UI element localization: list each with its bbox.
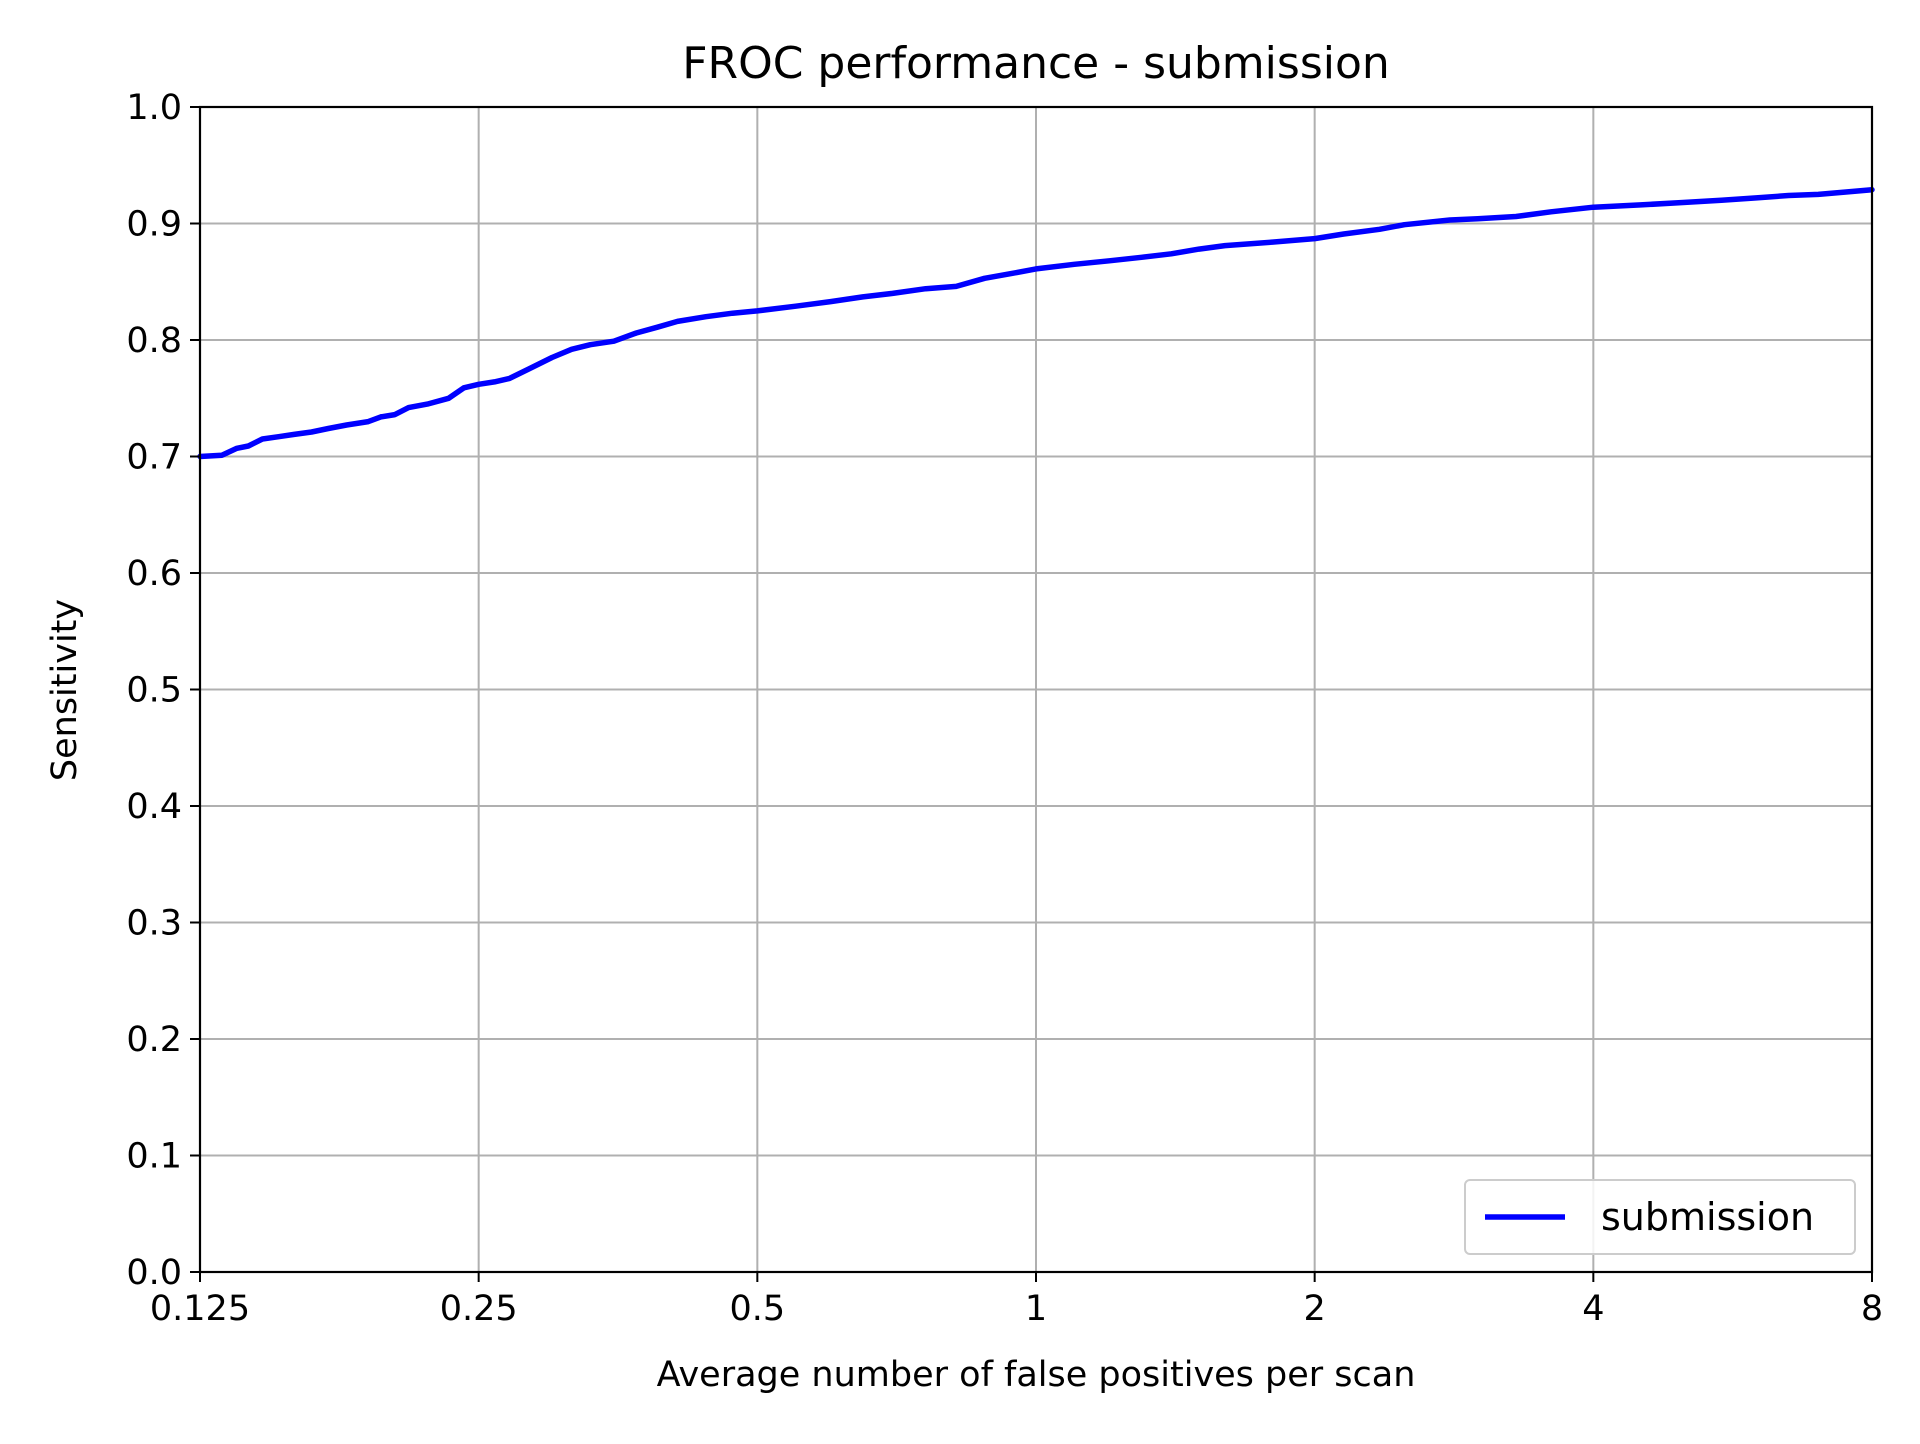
y-tick-label: 0.4 bbox=[126, 787, 182, 827]
chart-title: FROC performance - submission bbox=[682, 38, 1390, 89]
y-tick-label: 0.5 bbox=[126, 671, 182, 711]
x-tick-label: 0.125 bbox=[150, 1289, 250, 1329]
x-tick-label: 4 bbox=[1582, 1289, 1604, 1329]
y-tick-label: 0.6 bbox=[126, 554, 182, 594]
x-tick-label: 1 bbox=[1025, 1289, 1047, 1329]
y-tick-label: 0.7 bbox=[126, 438, 182, 478]
y-axis-label: Sensitivity bbox=[45, 599, 85, 781]
x-tick-label: 0.5 bbox=[729, 1289, 785, 1329]
x-tick-label: 0.25 bbox=[440, 1289, 518, 1329]
legend-label: submission bbox=[1601, 1195, 1814, 1239]
line-layer bbox=[197, 186, 1875, 460]
x-tick-label: 8 bbox=[1861, 1289, 1883, 1329]
x-axis-label: Average number of false positives per sc… bbox=[657, 1355, 1416, 1395]
tick-layer: 0.125 0.25 0.5 1 2 4 8 0.0 0.1 0.2 0.3 0.4 0.5 0.6 0.7… bbox=[126, 88, 1883, 1329]
y-tick-label: 0.8 bbox=[126, 321, 182, 361]
legend: submission bbox=[1464, 1179, 1856, 1255]
y-tick-label: 0.1 bbox=[126, 1137, 182, 1177]
y-tick-label: 0.9 bbox=[126, 205, 182, 245]
y-tick-label: 0.2 bbox=[126, 1020, 182, 1060]
series-line-submission bbox=[197, 186, 1875, 460]
y-tick-label: 0.0 bbox=[126, 1253, 182, 1293]
x-tick-label: 2 bbox=[1304, 1289, 1326, 1329]
y-tick-label: 1.0 bbox=[126, 88, 182, 128]
grid-layer bbox=[199, 106, 1873, 1273]
legend-box bbox=[1464, 1179, 1856, 1255]
y-tick-label: 0.3 bbox=[126, 904, 182, 944]
